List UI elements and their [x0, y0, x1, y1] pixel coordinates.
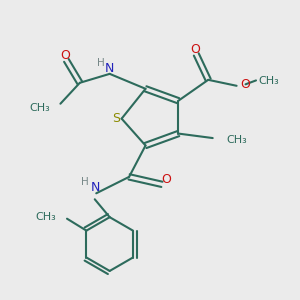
Text: S: S	[112, 112, 120, 125]
Text: O: O	[240, 78, 250, 91]
Text: N: N	[105, 62, 114, 75]
Text: CH₃: CH₃	[36, 212, 57, 222]
Text: H: H	[81, 177, 89, 187]
Text: N: N	[91, 181, 100, 194]
Text: CH₃: CH₃	[258, 76, 279, 86]
Text: CH₃: CH₃	[226, 134, 247, 145]
Text: O: O	[190, 43, 200, 56]
Text: H: H	[98, 58, 105, 68]
Text: CH₃: CH₃	[29, 103, 50, 113]
Text: O: O	[161, 173, 171, 186]
Text: O: O	[60, 49, 70, 62]
